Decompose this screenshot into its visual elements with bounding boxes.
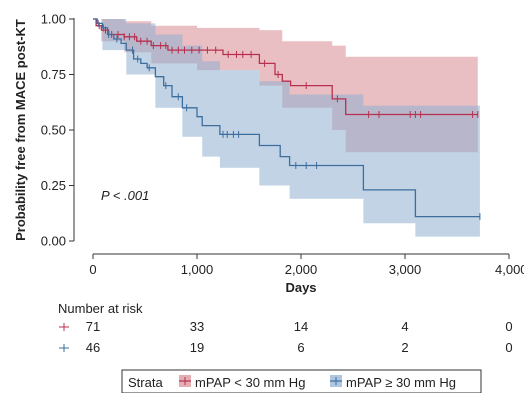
x-tick-label: 0 — [89, 262, 96, 277]
y-axis-label: Probability free from MACE post-KT — [13, 19, 28, 241]
y-tick-label: 0.50 — [41, 123, 66, 138]
survival-lines — [93, 18, 480, 218]
risk-count-high: 19 — [190, 340, 204, 355]
legend-box — [121, 369, 482, 393]
y-ticks: 0.00 0.25 0.50 0.75 1.00 — [41, 12, 74, 249]
legend-items: mPAP < 30 mm Hg mPAP ≥ 30 mm Hg — [179, 375, 456, 390]
censor-marks — [97, 19, 481, 221]
confidence-bands — [93, 19, 480, 237]
x-axis-label: Days — [285, 280, 316, 295]
risk-count-low: 14 — [294, 319, 308, 334]
risk-count-low: 0 — [505, 319, 512, 334]
legend-label-low: mPAP < 30 mm Hg — [195, 375, 305, 390]
x-tick-label: 4,000 — [495, 262, 524, 277]
y-tick-label: 0.25 — [41, 178, 66, 193]
risk-count-high: 46 — [86, 340, 100, 355]
x-tick-label: 3,000 — [389, 262, 422, 277]
x-tick-label: 2,000 — [285, 262, 318, 277]
risk-count-high: 0 — [505, 340, 512, 355]
x-tick-label: 1,000 — [181, 262, 214, 277]
risk-table-title: Number at risk — [58, 301, 143, 316]
p-value-annotation: P < .001 — [101, 188, 149, 203]
y-tick-label: 0.75 — [41, 67, 66, 82]
survival-line-high — [93, 18, 480, 218]
risk-count-low: 71 — [86, 319, 100, 334]
risk-count-high: 6 — [297, 340, 304, 355]
risk-count-high: 2 — [401, 340, 408, 355]
ci-band-high — [93, 19, 480, 237]
risk-count-low: 4 — [401, 319, 408, 334]
y-tick-label: 1.00 — [41, 12, 66, 27]
risk-table: 71 33 14 4 0 46 19 6 2 0 — [59, 319, 513, 355]
risk-count-low: 33 — [190, 319, 204, 334]
y-tick-label: 0.00 — [41, 234, 66, 249]
legend: Strata mPAP < 30 mm Hg mPAP ≥ 30 mm Hg — [121, 369, 482, 393]
x-ticks: 0 1,000 2,000 3,000 4,000 — [89, 254, 524, 277]
legend-label-high: mPAP ≥ 30 mm Hg — [346, 375, 456, 390]
legend-title: Strata — [128, 375, 163, 390]
